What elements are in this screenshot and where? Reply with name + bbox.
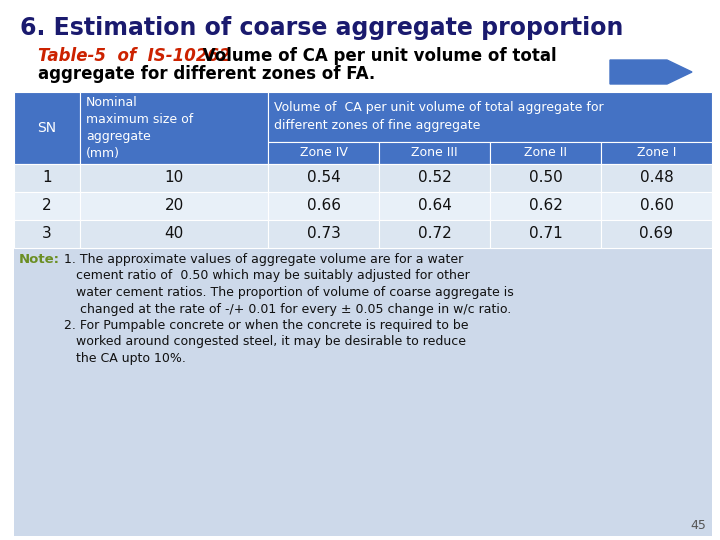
Text: Volume of CA per unit volume of total: Volume of CA per unit volume of total (197, 47, 557, 65)
Bar (601, 142, 712, 164)
Bar (601, 192, 712, 220)
Text: 0.64: 0.64 (418, 199, 451, 213)
Bar (80, 92, 268, 164)
Bar (268, 142, 379, 164)
Text: Nominal
maximum size of
aggregate
(mm): Nominal maximum size of aggregate (mm) (86, 96, 193, 160)
Bar (379, 192, 490, 220)
Text: 2. For Pumpable concrete or when the concrete is required to be: 2. For Pumpable concrete or when the con… (64, 319, 469, 332)
Text: Table-5  of  IS-10262: Table-5 of IS-10262 (38, 47, 230, 65)
Text: Zone II: Zone II (524, 146, 567, 159)
Text: 0.71: 0.71 (528, 226, 562, 241)
Text: Note:: Note: (19, 253, 60, 266)
Bar (490, 192, 601, 220)
Text: 6. Estimation of coarse aggregate proportion: 6. Estimation of coarse aggregate propor… (20, 16, 624, 40)
Bar (14, 220, 80, 248)
Text: 0.69: 0.69 (639, 226, 673, 241)
Text: 0.52: 0.52 (418, 171, 451, 186)
Text: 20: 20 (164, 199, 184, 213)
Text: SN: SN (37, 121, 57, 135)
Text: 0.50: 0.50 (528, 171, 562, 186)
Text: water cement ratios. The proportion of volume of coarse aggregate is: water cement ratios. The proportion of v… (64, 286, 514, 299)
Bar (379, 142, 490, 164)
Text: 0.48: 0.48 (639, 171, 673, 186)
Bar (14, 92, 80, 164)
Text: aggregate for different zones of FA.: aggregate for different zones of FA. (38, 65, 375, 83)
Text: 0.54: 0.54 (307, 171, 341, 186)
Text: 3: 3 (42, 226, 52, 241)
Text: 1. The approximate values of aggregate volume are for a water: 1. The approximate values of aggregate v… (64, 253, 463, 266)
Text: Zone IV: Zone IV (300, 146, 348, 159)
Bar (14, 248, 712, 536)
Text: 40: 40 (164, 226, 184, 241)
Bar (601, 220, 712, 248)
Text: 45: 45 (690, 519, 706, 532)
Text: worked around congested steel, it may be desirable to reduce: worked around congested steel, it may be… (64, 335, 466, 348)
Text: 1: 1 (42, 171, 52, 186)
Text: cement ratio of  0.50 which may be suitably adjusted for other: cement ratio of 0.50 which may be suitab… (64, 269, 469, 282)
Text: Zone I: Zone I (636, 146, 676, 159)
Text: 0.60: 0.60 (639, 199, 673, 213)
Text: the CA upto 10%.: the CA upto 10%. (64, 352, 186, 365)
Bar (14, 192, 80, 220)
Text: 0.62: 0.62 (528, 199, 562, 213)
Text: 0.73: 0.73 (307, 226, 341, 241)
Bar (268, 92, 712, 142)
Bar (80, 192, 268, 220)
Text: 0.66: 0.66 (307, 199, 341, 213)
Bar (379, 220, 490, 248)
Bar (80, 220, 268, 248)
Text: changed at the rate of -/+ 0.01 for every ± 0.05 change in w/c ratio.: changed at the rate of -/+ 0.01 for ever… (64, 302, 511, 315)
Text: 0.72: 0.72 (418, 226, 451, 241)
Text: 10: 10 (164, 171, 184, 186)
Text: Zone III: Zone III (411, 146, 458, 159)
Text: Volume of  CA per unit volume of total aggregate for
different zones of fine agg: Volume of CA per unit volume of total ag… (274, 102, 603, 132)
Bar (268, 192, 379, 220)
Bar (379, 164, 490, 192)
Bar (490, 142, 601, 164)
Bar (490, 220, 601, 248)
Bar (490, 164, 601, 192)
Bar (601, 164, 712, 192)
FancyArrow shape (610, 60, 692, 84)
Bar (268, 220, 379, 248)
Text: 2: 2 (42, 199, 52, 213)
Bar (80, 164, 268, 192)
Bar (268, 164, 379, 192)
Bar (14, 164, 80, 192)
